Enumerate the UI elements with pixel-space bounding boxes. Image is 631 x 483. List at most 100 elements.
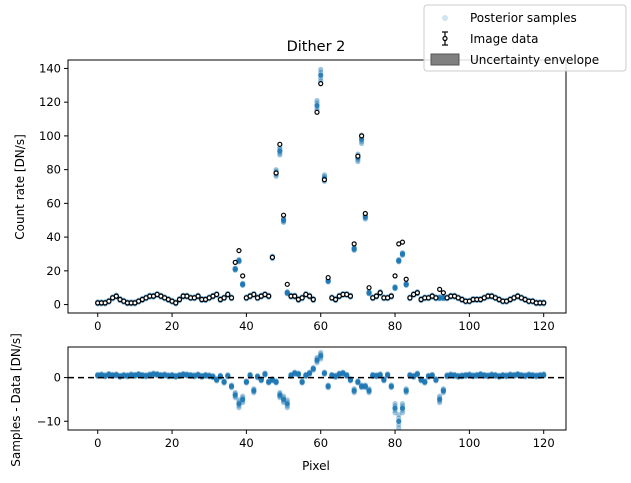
residual-sample-point	[143, 372, 149, 378]
posterior-sample-point	[392, 284, 398, 290]
posterior-sample-point	[314, 100, 320, 106]
residual-sample-point	[199, 372, 205, 378]
posterior-sample-point	[403, 281, 409, 287]
residual-sample-point	[314, 357, 320, 363]
residual-sample-point	[392, 403, 398, 409]
x-tick-label: 40	[239, 319, 254, 333]
residual-sample-point	[444, 372, 450, 378]
residual-sample-point	[221, 378, 227, 384]
residual-sample-point	[110, 372, 116, 378]
residual-sample-point	[399, 400, 406, 407]
residual-sample-point	[191, 372, 197, 378]
image-data-point	[325, 274, 331, 281]
legend-label-envelope: Uncertainty envelope	[470, 53, 599, 67]
residual-sample-point	[392, 405, 398, 411]
residual-sample-point	[321, 369, 328, 375]
residual-sample-point	[247, 371, 253, 377]
residual-sample-point	[236, 399, 242, 405]
legend-errorbar-marker	[442, 31, 448, 46]
residual-sample-point	[280, 393, 287, 399]
residual-sample-point	[399, 405, 406, 411]
image-data-point	[266, 293, 272, 299]
residual-sample-point	[537, 372, 543, 378]
posterior-sample-point	[240, 280, 246, 286]
x-tick-label: 80	[388, 436, 403, 450]
residual-sample-point	[377, 371, 383, 377]
posterior-sample-point	[277, 146, 283, 152]
residual-sample-point	[243, 378, 249, 384]
residual-sample-point	[377, 371, 383, 378]
residual-sample-point	[280, 395, 287, 401]
residual-sample-point	[437, 395, 443, 401]
posterior-sample-point	[399, 250, 406, 256]
image-data-point	[388, 293, 394, 299]
residual-sample-point	[355, 378, 361, 384]
residual-sample-point	[425, 372, 432, 378]
residual-sample-point	[240, 395, 246, 401]
residual-sample-point	[381, 377, 387, 383]
residual-sample-point	[240, 393, 246, 399]
residual-sample-point	[277, 392, 283, 398]
top-y-axis-label: Count rate [DN/s]	[13, 134, 27, 240]
posterior-sample-point	[280, 216, 287, 222]
residual-sample-point	[236, 405, 242, 411]
residual-sample-point	[340, 370, 346, 376]
residual-sample-point	[444, 372, 450, 378]
image-data-point	[284, 281, 290, 287]
image-data-point	[277, 141, 283, 147]
bottom-marks	[68, 349, 566, 431]
top-axes-frame	[67, 59, 567, 314]
residual-sample-point	[295, 370, 302, 377]
image-data-point	[228, 295, 235, 301]
residual-sample-point	[362, 383, 368, 389]
residual-sample-point	[284, 405, 290, 411]
residual-sample-point	[318, 349, 324, 356]
y-tick-label: 120	[39, 95, 61, 109]
residual-sample-point	[314, 356, 320, 362]
image-data-point	[392, 273, 398, 279]
residual-sample-point	[173, 372, 179, 378]
residual-sample-point	[273, 379, 279, 385]
posterior-sample-point	[366, 289, 372, 295]
posterior-sample-point	[366, 290, 372, 296]
residual-sample-point	[251, 387, 257, 393]
residual-sample-point	[414, 370, 420, 377]
y-tick-label: 40	[46, 230, 61, 244]
image-data-point	[173, 300, 179, 306]
residual-sample-point	[362, 383, 368, 389]
residual-sample-point	[340, 369, 346, 375]
residual-sample-point	[273, 378, 279, 384]
residual-sample-point	[113, 371, 119, 377]
residual-sample-point	[459, 372, 465, 378]
image-data-point	[373, 293, 380, 299]
residual-sample-point	[347, 377, 354, 383]
top-panel: 0 20 40 60 80 100 120 0 20 40 60 80 100 120 140 Count…	[13, 59, 567, 333]
image-data-point	[251, 291, 257, 298]
posterior-sample-point	[392, 285, 398, 291]
image-data-point	[437, 286, 443, 292]
residual-sample-point	[262, 371, 268, 377]
residual-sample-point	[310, 365, 316, 371]
residual-sample-point	[228, 382, 235, 388]
residual-sample-point	[214, 376, 220, 382]
posterior-sample-point	[232, 265, 238, 271]
image-data-point	[225, 291, 231, 298]
residual-sample-point	[429, 372, 435, 378]
residual-sample-point	[306, 369, 313, 375]
posterior-sample-point	[351, 246, 357, 252]
residual-sample-point	[325, 383, 331, 389]
x-tick-label: 0	[94, 319, 101, 333]
residual-sample-point	[366, 387, 372, 393]
y-tick-label: 0	[54, 298, 61, 312]
bottom-x-ticks: 0 20 40 60 80 100 120	[94, 430, 555, 450]
image-data-point	[195, 293, 201, 299]
bottom-y-ticks: −10 0	[37, 371, 68, 428]
residual-sample-point	[433, 376, 439, 382]
residual-sample-point	[422, 378, 428, 384]
residual-sample-point	[225, 372, 231, 378]
y-tick-label: −10	[37, 414, 61, 428]
residual-sample-point	[232, 391, 238, 397]
residual-sample-point	[392, 410, 398, 416]
residual-sample-point	[247, 372, 253, 378]
image-data-point	[366, 285, 372, 291]
